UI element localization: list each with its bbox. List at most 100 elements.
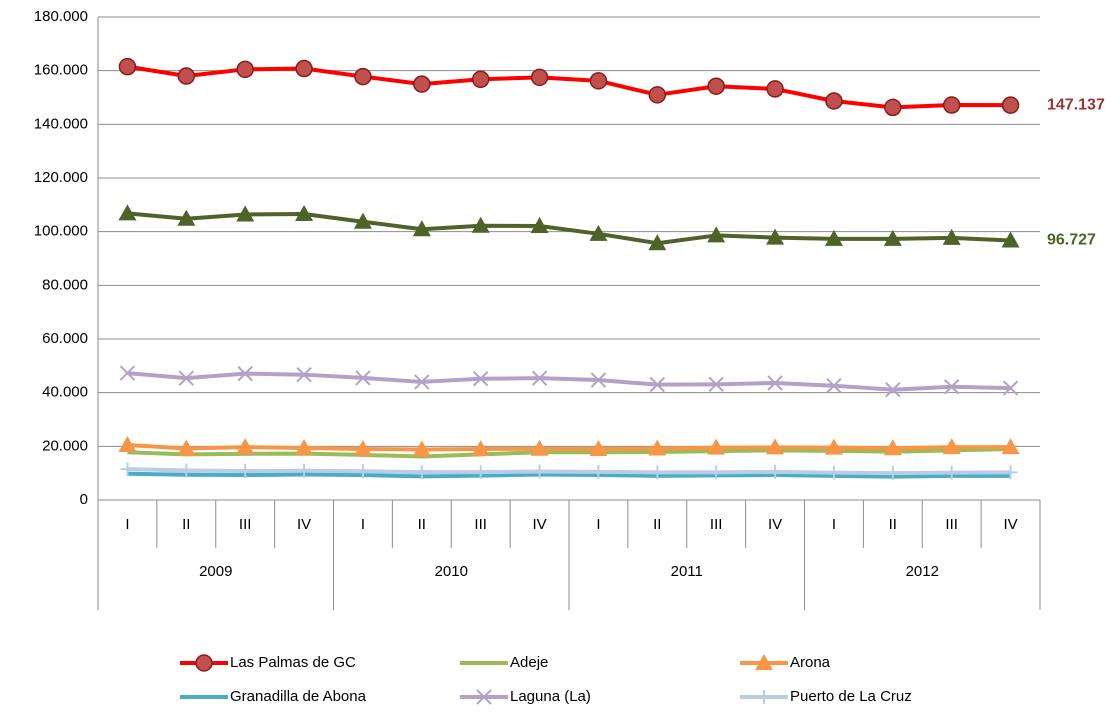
y-tick-label: 140.000 [34, 115, 88, 132]
marker [766, 80, 784, 98]
marker [531, 370, 548, 386]
series-line [127, 211, 1011, 246]
marker [118, 435, 137, 452]
marker [591, 464, 606, 479]
marker [177, 67, 196, 85]
marker [179, 463, 194, 478]
marker [648, 439, 667, 456]
marker [1001, 231, 1020, 248]
y-tick-label: 100.000 [34, 223, 88, 240]
series-line [127, 471, 1011, 479]
marker [295, 204, 314, 221]
legend-item: Laguna (La) [460, 688, 591, 705]
legend-item: Arona [740, 654, 831, 671]
marker [178, 370, 195, 386]
marker [413, 75, 431, 93]
marker [295, 59, 313, 78]
series-line [127, 371, 1011, 392]
y-tick-label: 120.000 [34, 169, 88, 186]
marker [297, 463, 312, 478]
marker [120, 462, 135, 477]
marker [1001, 438, 1020, 455]
marker [766, 228, 785, 245]
marker [236, 205, 255, 222]
x-tick-label: IV [1003, 516, 1017, 533]
marker [1003, 465, 1018, 480]
marker [412, 440, 431, 457]
y-tick-label: 0 [80, 491, 88, 508]
marker [471, 440, 490, 457]
y-tick-label: 80.000 [42, 276, 88, 293]
marker [885, 466, 900, 481]
marker [767, 375, 783, 391]
marker [708, 376, 724, 393]
x-tick-label: II [653, 516, 661, 533]
legend-label: Las Palmas de GC [230, 654, 356, 671]
x-tick-label: II [418, 516, 426, 533]
x-tick-label: III [945, 516, 958, 533]
legend-item: Puerto de La Cruz [740, 688, 912, 705]
x-tick-label: I [832, 516, 836, 533]
marker [650, 465, 665, 480]
marker [530, 439, 549, 456]
x-tick-label: I [596, 516, 600, 533]
legend-label: Arona [790, 654, 831, 671]
marker [826, 465, 841, 480]
marker [707, 438, 726, 455]
marker [590, 372, 607, 388]
marker [943, 379, 960, 395]
x-group-label: 2011 [671, 563, 703, 580]
legend-label: Puerto de La Cruz [790, 688, 912, 705]
x-group-label: 2010 [435, 563, 468, 580]
marker [472, 371, 489, 387]
marker [532, 464, 547, 479]
marker [883, 229, 902, 246]
marker [473, 465, 488, 480]
x-tick-label: II [889, 516, 897, 533]
marker [648, 234, 667, 251]
marker [824, 229, 843, 246]
marker [353, 212, 372, 229]
x-tick-label: III [474, 516, 487, 533]
x-tick-label: IV [532, 516, 546, 533]
marker [824, 438, 843, 455]
marker [589, 72, 608, 90]
x-tick-label: IV [768, 516, 782, 533]
marker [471, 216, 490, 233]
data-label: 147.137 [1047, 96, 1105, 113]
marker [355, 464, 370, 479]
y-tick-label: 180.000 [34, 8, 88, 25]
data-label: 96.727 [1047, 232, 1096, 249]
marker [118, 57, 137, 76]
marker [768, 464, 783, 479]
marker [942, 96, 961, 114]
marker [589, 224, 608, 241]
marker [944, 465, 959, 480]
marker [119, 365, 136, 381]
marker [237, 365, 253, 382]
x-tick-label: II [182, 516, 190, 533]
legend-label: Laguna (La) [510, 688, 591, 705]
marker [883, 439, 902, 456]
marker [530, 217, 549, 234]
marker [707, 226, 726, 243]
series-line [127, 64, 1011, 110]
series-line [127, 467, 1011, 476]
marker [354, 67, 372, 86]
marker [177, 439, 196, 456]
y-tick-label: 160.000 [34, 62, 88, 79]
marker [648, 86, 667, 104]
legend-item: Las Palmas de GC [180, 654, 356, 672]
marker [885, 382, 901, 398]
marker [942, 228, 961, 245]
y-tick-label: 60.000 [42, 330, 88, 347]
marker [295, 438, 314, 455]
marker [942, 438, 961, 455]
legend-label: Adeje [510, 654, 548, 671]
marker [414, 465, 429, 480]
legend-label: Granadilla de Abona [230, 688, 367, 705]
marker [236, 60, 254, 79]
marker [826, 377, 842, 394]
marker [707, 77, 725, 95]
